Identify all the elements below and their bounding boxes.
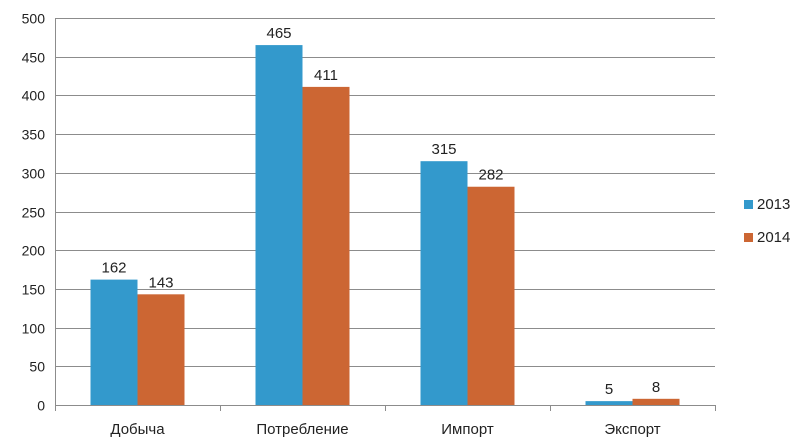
data-label: 411 xyxy=(314,67,338,84)
legend-swatch-2014 xyxy=(744,233,753,242)
legend-swatch-2013 xyxy=(744,200,753,209)
y-tick-label: 350 xyxy=(22,127,46,143)
y-tick-label: 300 xyxy=(22,166,46,182)
bar-2013 xyxy=(90,279,138,405)
bar-2014 xyxy=(137,294,185,405)
x-category-label: Потребление xyxy=(256,421,348,438)
data-label: 5 xyxy=(605,381,613,398)
data-label: 282 xyxy=(478,167,503,184)
y-tick-label: 400 xyxy=(22,88,46,104)
x-category-label: Добыча xyxy=(110,421,165,438)
y-tick-label: 0 xyxy=(37,398,45,414)
bar-2013 xyxy=(255,45,303,406)
x-category-label: Экспорт xyxy=(604,421,660,438)
y-tick-label: 250 xyxy=(22,205,46,221)
x-category-label: Импорт xyxy=(441,421,494,438)
data-label: 465 xyxy=(266,25,291,42)
legend-label: 2013 xyxy=(757,196,790,213)
y-tick-label: 200 xyxy=(22,243,46,259)
bar-2014 xyxy=(302,86,350,406)
data-label: 143 xyxy=(148,274,173,291)
bar-2014 xyxy=(632,398,680,405)
bar-2013 xyxy=(420,161,468,405)
data-label: 315 xyxy=(431,141,456,158)
y-tick-label: 100 xyxy=(22,321,46,337)
y-tick-label: 50 xyxy=(29,359,45,375)
y-tick-label: 150 xyxy=(22,282,46,298)
y-tick-label: 450 xyxy=(22,50,46,66)
y-tick-label: 500 xyxy=(22,11,46,27)
bar-2014 xyxy=(467,186,515,405)
data-label: 162 xyxy=(101,260,126,277)
data-label: 8 xyxy=(652,379,660,396)
legend-label: 2014 xyxy=(757,229,790,246)
bar-2013 xyxy=(585,401,633,405)
